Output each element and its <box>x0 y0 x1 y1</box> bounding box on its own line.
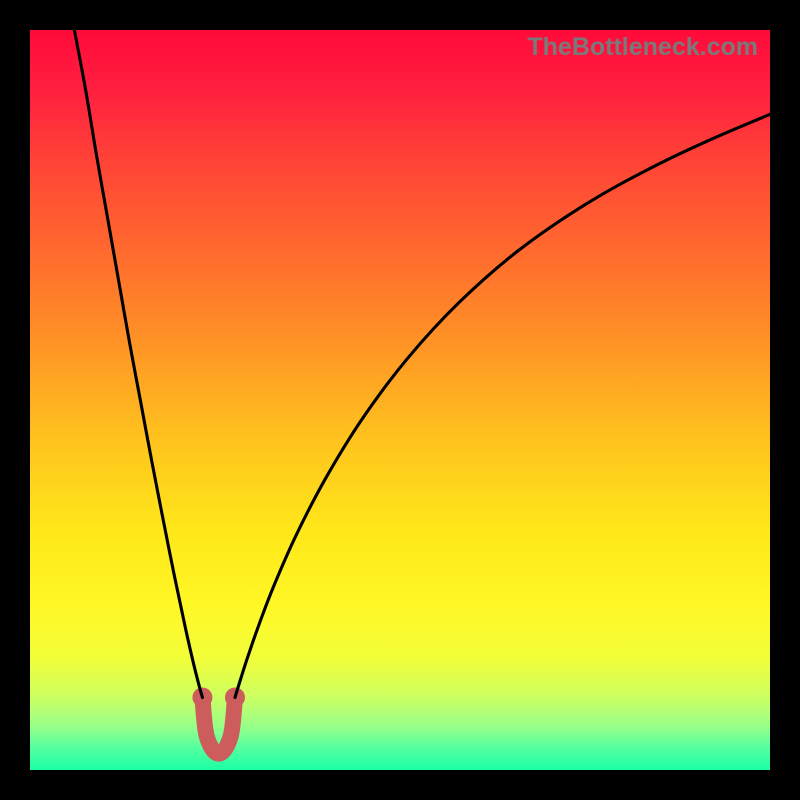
bottleneck-curve <box>30 30 770 770</box>
watermark-text: TheBottleneck.com <box>527 33 758 62</box>
chart-frame: TheBottleneck.com <box>0 0 800 800</box>
curve-left-branch <box>74 30 202 697</box>
curve-right-branch <box>235 114 770 697</box>
plot-area: TheBottleneck.com <box>30 30 770 770</box>
